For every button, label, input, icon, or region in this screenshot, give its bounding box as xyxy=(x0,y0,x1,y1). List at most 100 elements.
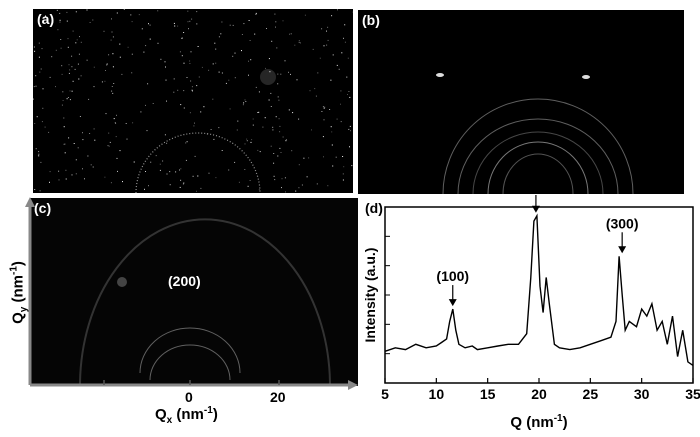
noise-speck xyxy=(115,136,117,138)
noise-speck xyxy=(173,78,175,80)
noise-speck xyxy=(285,140,287,142)
noise-speck xyxy=(149,24,151,26)
noise-speck xyxy=(270,106,272,107)
noise-speck xyxy=(196,85,198,87)
noise-speck xyxy=(75,11,77,13)
noise-speck xyxy=(59,12,61,14)
noise-speck xyxy=(244,99,246,101)
diffraction-panel-c: (c) (200) xyxy=(30,198,358,386)
noise-speck xyxy=(146,130,148,132)
noise-speck xyxy=(111,90,113,92)
noise-speck xyxy=(119,150,121,152)
noise-speck xyxy=(270,92,272,94)
noise-speck xyxy=(131,72,133,74)
noise-speck xyxy=(257,112,259,113)
noise-speck xyxy=(183,182,185,184)
noise-speck xyxy=(321,111,323,112)
noise-speck xyxy=(165,66,166,68)
diffraction-ring xyxy=(135,132,261,193)
diffraction-ring xyxy=(472,131,604,194)
noise-speck xyxy=(341,52,343,54)
noise-speck xyxy=(323,156,324,158)
noise-speck xyxy=(197,46,199,47)
noise-speck xyxy=(288,109,290,111)
noise-speck xyxy=(80,41,82,43)
annotation-arrowhead xyxy=(618,246,627,254)
noise-speck xyxy=(84,178,85,180)
noise-speck xyxy=(61,104,63,106)
noise-speck xyxy=(189,20,191,22)
noise-speck xyxy=(315,95,317,97)
noise-speck xyxy=(350,130,351,132)
noise-speck xyxy=(67,46,69,48)
noise-speck xyxy=(64,152,66,154)
noise-speck xyxy=(111,31,113,33)
qx-tick-label-20: 20 xyxy=(270,389,286,405)
noise-speck xyxy=(317,72,319,74)
noise-speck xyxy=(228,79,230,81)
noise-speck xyxy=(268,99,270,101)
noise-speck xyxy=(246,138,248,140)
qy-axis-arrow xyxy=(25,197,35,207)
noise-speck xyxy=(342,179,344,181)
noise-speck xyxy=(164,134,166,136)
noise-speck xyxy=(38,42,40,44)
noise-speck xyxy=(71,174,73,176)
noise-speck xyxy=(49,76,51,78)
noise-speck xyxy=(329,109,331,110)
noise-speck xyxy=(289,33,290,35)
noise-speck xyxy=(241,50,242,52)
noise-speck xyxy=(114,122,116,124)
y-axis-label: Intensity (a.u.) xyxy=(362,248,378,343)
noise-speck xyxy=(35,85,37,87)
noise-speck xyxy=(133,161,135,163)
qx-axis-label: Qx (nm-1) xyxy=(155,405,218,426)
noise-speck xyxy=(237,120,239,122)
noise-speck xyxy=(192,90,193,92)
noise-speck xyxy=(60,39,62,40)
noise-speck xyxy=(336,118,338,120)
noise-speck xyxy=(63,143,65,145)
noise-speck xyxy=(68,72,70,74)
noise-speck xyxy=(249,40,251,41)
peak-annotation-label: (100) xyxy=(436,268,469,284)
noise-speck xyxy=(108,145,110,147)
noise-speck xyxy=(191,89,193,91)
noise-speck xyxy=(148,23,149,25)
noise-speck xyxy=(290,33,292,35)
noise-speck xyxy=(349,125,351,127)
noise-speck xyxy=(247,185,249,187)
noise-speck xyxy=(41,48,43,50)
noise-speck xyxy=(346,76,348,78)
noise-speck xyxy=(303,157,305,159)
noise-speck xyxy=(194,122,195,124)
noise-speck xyxy=(126,138,128,140)
noise-speck xyxy=(284,60,286,62)
noise-speck xyxy=(298,41,300,43)
noise-speck xyxy=(112,36,114,38)
noise-speck xyxy=(122,181,123,183)
noise-speck xyxy=(179,51,181,53)
noise-speck xyxy=(243,102,245,104)
noise-speck xyxy=(298,40,300,41)
noise-speck xyxy=(35,75,37,77)
noise-speck xyxy=(244,143,246,145)
noise-speck xyxy=(166,142,168,144)
noise-speck xyxy=(106,63,108,65)
noise-speck xyxy=(82,168,83,170)
noise-speck xyxy=(68,64,70,66)
noise-speck xyxy=(111,86,113,87)
noise-speck xyxy=(212,98,214,100)
bright-spot xyxy=(436,73,444,77)
noise-speck xyxy=(69,69,71,71)
noise-speck xyxy=(192,175,194,177)
diffraction-pattern-b xyxy=(436,73,634,194)
noise-speck xyxy=(79,36,80,38)
noise-speck xyxy=(64,143,66,145)
noise-speck xyxy=(183,62,185,64)
noise-speck xyxy=(323,45,325,47)
noise-speck xyxy=(189,60,191,62)
noise-speck xyxy=(309,90,311,92)
noise-speck xyxy=(93,66,95,68)
noise-speck xyxy=(332,165,334,167)
